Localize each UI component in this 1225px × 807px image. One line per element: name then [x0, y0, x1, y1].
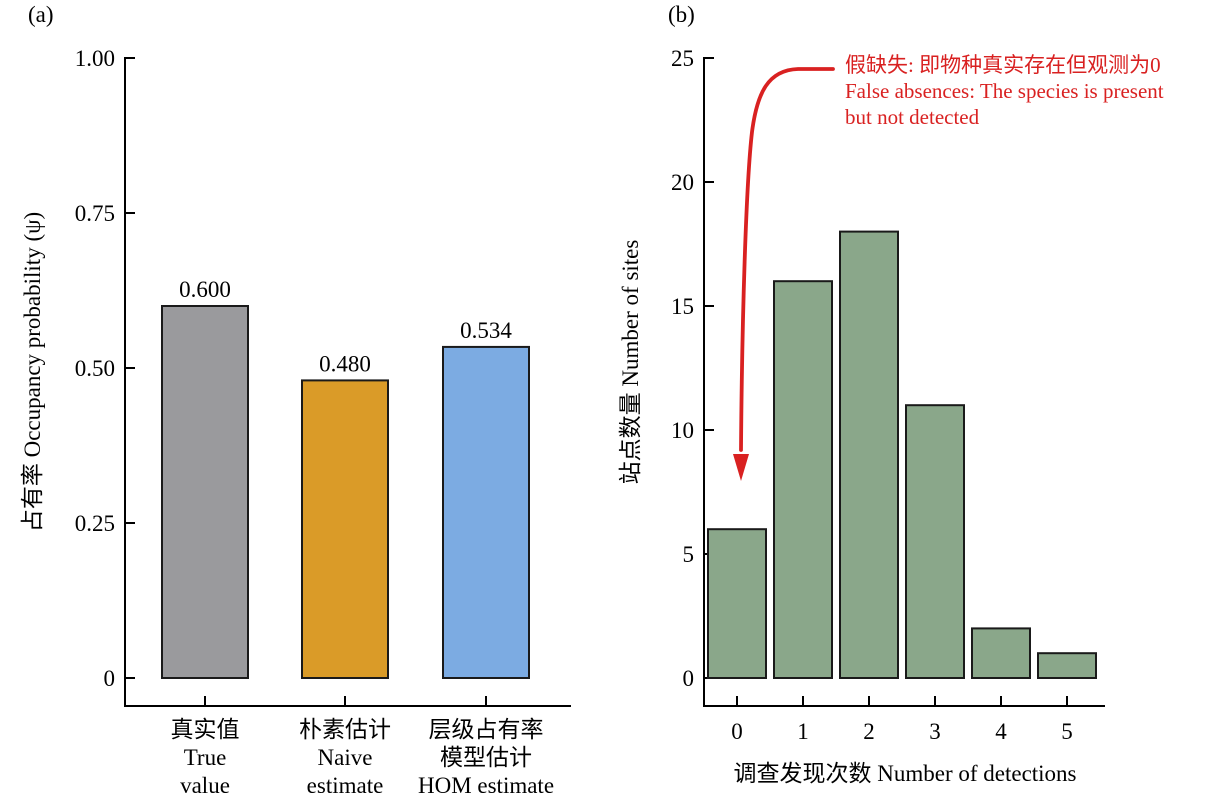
y-tick-label: 5: [683, 542, 695, 567]
y-tick-label: 0: [104, 666, 116, 691]
bar-value-label: 0.534: [460, 318, 512, 343]
category-label: 3: [929, 719, 941, 744]
bar: [839, 230, 899, 679]
category-label: 5: [1061, 719, 1073, 744]
y-tick-label: 1.00: [75, 46, 115, 71]
y-tick-label: 20: [671, 170, 694, 195]
annotation-line-en2: but not detected: [845, 105, 980, 129]
bar: [301, 379, 389, 679]
category-label: 1: [797, 719, 809, 744]
annotation-line-zh: 假缺失: 即物种真实存在但观测为0: [845, 53, 1161, 77]
bar: [707, 528, 767, 680]
bar-value-label: 0.480: [319, 351, 371, 376]
category-label: Naive: [318, 745, 373, 770]
y-tick-label: 0: [683, 666, 695, 691]
y-tick-label: 10: [671, 418, 694, 443]
annotation-arrow-curve: [739, 67, 835, 452]
bar: [161, 305, 249, 679]
y-tick-label: 0.50: [75, 356, 115, 381]
category-label: 真实值: [171, 717, 240, 742]
y-tick-label: 15: [671, 294, 694, 319]
category-label: 0: [731, 719, 743, 744]
y-tick-label: 0.75: [75, 201, 115, 226]
panel-b-y-axis-label: 站点数量 Number of sites: [618, 239, 643, 485]
category-label: 4: [995, 719, 1007, 744]
panel-a-tag: (a): [28, 2, 54, 27]
bar: [905, 404, 965, 679]
annotation-arrow-head: [733, 454, 749, 481]
false-absence-annotation: 假缺失: 即物种真实存在但观测为0 False absences: The sp…: [845, 52, 1164, 130]
category-label: 模型估计: [440, 745, 532, 770]
bar: [773, 280, 833, 679]
category-label: 朴素估计: [299, 717, 391, 742]
category-label: 层级占有率: [429, 717, 544, 742]
category-label: 2: [863, 719, 875, 744]
bar: [1037, 652, 1097, 680]
category-label: estimate: [307, 773, 384, 798]
y-tick-label: 25: [671, 46, 694, 71]
category-label: HOM estimate: [418, 773, 554, 798]
category-label: True: [184, 745, 227, 770]
y-tick-label: 0.25: [75, 511, 115, 536]
bar: [971, 627, 1031, 680]
panel-a-y-axis-label: 占有率 Occupancy probability (ψ): [20, 211, 45, 533]
bar-value-label: 0.600: [179, 277, 231, 302]
category-label: value: [180, 773, 230, 798]
panel-b-x-axis-label: 调查发现次数 Number of detections: [733, 761, 1077, 786]
panel-b-tag: (b): [668, 2, 695, 27]
annotation-line-en1: False absences: The species is present: [845, 79, 1164, 103]
bar: [442, 345, 530, 679]
